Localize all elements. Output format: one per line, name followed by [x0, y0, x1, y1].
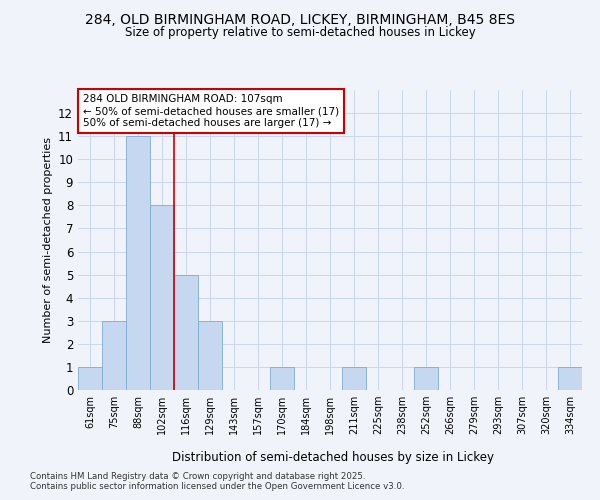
Text: 284 OLD BIRMINGHAM ROAD: 107sqm
← 50% of semi-detached houses are smaller (17)
5: 284 OLD BIRMINGHAM ROAD: 107sqm ← 50% of… — [83, 94, 339, 128]
Bar — [558, 367, 582, 390]
Bar — [198, 321, 222, 390]
Bar — [270, 367, 294, 390]
Bar — [78, 367, 102, 390]
Text: 284, OLD BIRMINGHAM ROAD, LICKEY, BIRMINGHAM, B45 8ES: 284, OLD BIRMINGHAM ROAD, LICKEY, BIRMIN… — [85, 12, 515, 26]
Text: Contains public sector information licensed under the Open Government Licence v3: Contains public sector information licen… — [30, 482, 404, 491]
Text: Size of property relative to semi-detached houses in Lickey: Size of property relative to semi-detach… — [125, 26, 475, 39]
Text: Contains HM Land Registry data © Crown copyright and database right 2025.: Contains HM Land Registry data © Crown c… — [30, 472, 365, 481]
Bar — [342, 367, 366, 390]
Bar — [174, 274, 198, 390]
Bar — [150, 206, 174, 390]
Bar — [414, 367, 438, 390]
Text: Distribution of semi-detached houses by size in Lickey: Distribution of semi-detached houses by … — [172, 451, 494, 464]
Y-axis label: Number of semi-detached properties: Number of semi-detached properties — [43, 137, 53, 343]
Bar — [126, 136, 150, 390]
Bar — [102, 321, 126, 390]
